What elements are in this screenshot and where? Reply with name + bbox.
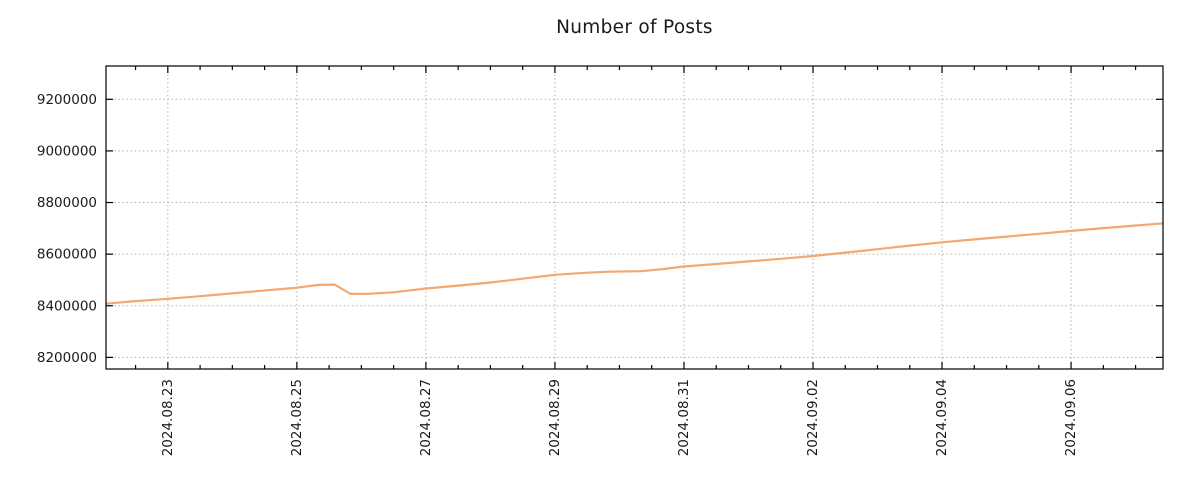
x-tick-label: 2024.08.27: [418, 379, 434, 456]
series-layer: [105, 222, 1164, 305]
y-tick-label: 8200000: [37, 350, 97, 366]
x-tick-label: 2024.09.04: [934, 379, 950, 456]
series-line-number-of-posts: [105, 222, 1164, 305]
y-tick-label: 9000000: [37, 143, 97, 159]
y-tick-label: 8800000: [37, 195, 97, 211]
x-tick-label: 2024.08.29: [547, 379, 563, 456]
x-tick-label: 2024.08.23: [160, 379, 176, 456]
chart-title: Number of Posts: [556, 17, 713, 38]
x-tick-label: 2024.08.31: [676, 379, 692, 456]
y-tick-label: 8400000: [37, 298, 97, 314]
x-tick-label: 2024.09.02: [805, 379, 821, 456]
x-tick-label: 2024.09.06: [1063, 379, 1079, 456]
axis-layer: [105, 65, 1164, 370]
y-tick-label: 9200000: [37, 92, 97, 108]
plot-border: [105, 65, 1164, 370]
y-tick-label: 8600000: [37, 247, 97, 263]
x-tick-label: 2024.08.25: [289, 379, 305, 456]
label-layer: 2024.08.23 2024.08.25 2024.08.27 2024.08.29…: [37, 92, 1079, 457]
grid-layer: [106, 66, 1163, 369]
